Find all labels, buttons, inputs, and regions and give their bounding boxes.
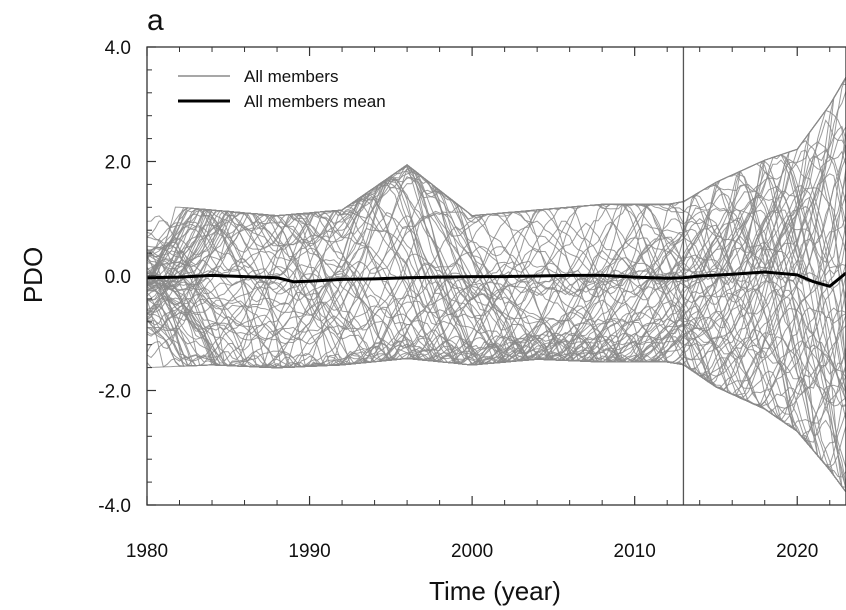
- y-tick-label: 0.0: [105, 267, 131, 288]
- series-line-member: [147, 164, 846, 491]
- y-tick-label: 2.0: [105, 153, 131, 174]
- legend: All members All members mean: [178, 67, 386, 111]
- y-tick-label: -2.0: [98, 382, 131, 403]
- x-tick-label: 2000: [451, 541, 493, 562]
- series-line-member: [147, 76, 846, 370]
- y-axis-tick-labels: -4.0 -2.0 0.0 2.0 4.0: [98, 38, 131, 517]
- x-tick-label: 2020: [776, 541, 818, 562]
- legend-label-all-members: All members: [244, 67, 338, 86]
- series-line-member: [147, 204, 846, 493]
- legend-label-all-members-mean: All members mean: [244, 92, 386, 111]
- x-tick-label: 2010: [614, 541, 656, 562]
- y-tick-label: 4.0: [105, 38, 131, 59]
- x-tick-label: 1980: [126, 541, 168, 562]
- series-line-member: [147, 76, 846, 369]
- series-line-member: [147, 164, 846, 493]
- series-line-member: [147, 258, 846, 493]
- series-line-member: [147, 175, 846, 371]
- panel-label: a: [147, 4, 164, 37]
- series-line-member: [147, 76, 846, 364]
- y-axis-title: PDO: [18, 247, 48, 303]
- series-line-member: [147, 174, 846, 493]
- ensemble-members: [147, 76, 846, 493]
- x-axis-tick-labels: 1980 1990 2000 2010 2020: [126, 541, 819, 562]
- series-line-member: [147, 216, 846, 406]
- axis-ticks: [146, 46, 831, 506]
- series-line-member: [147, 170, 846, 378]
- series-line-member: [147, 164, 846, 493]
- x-tick-label: 1990: [288, 541, 330, 562]
- series-line-member: [147, 187, 846, 374]
- y-tick-label: -4.0: [98, 496, 131, 517]
- series-line-all-members-mean: [146, 270, 846, 288]
- plot-area: [146, 47, 846, 505]
- x-axis-title: Time (year): [429, 576, 561, 606]
- series-line-member: [147, 177, 846, 462]
